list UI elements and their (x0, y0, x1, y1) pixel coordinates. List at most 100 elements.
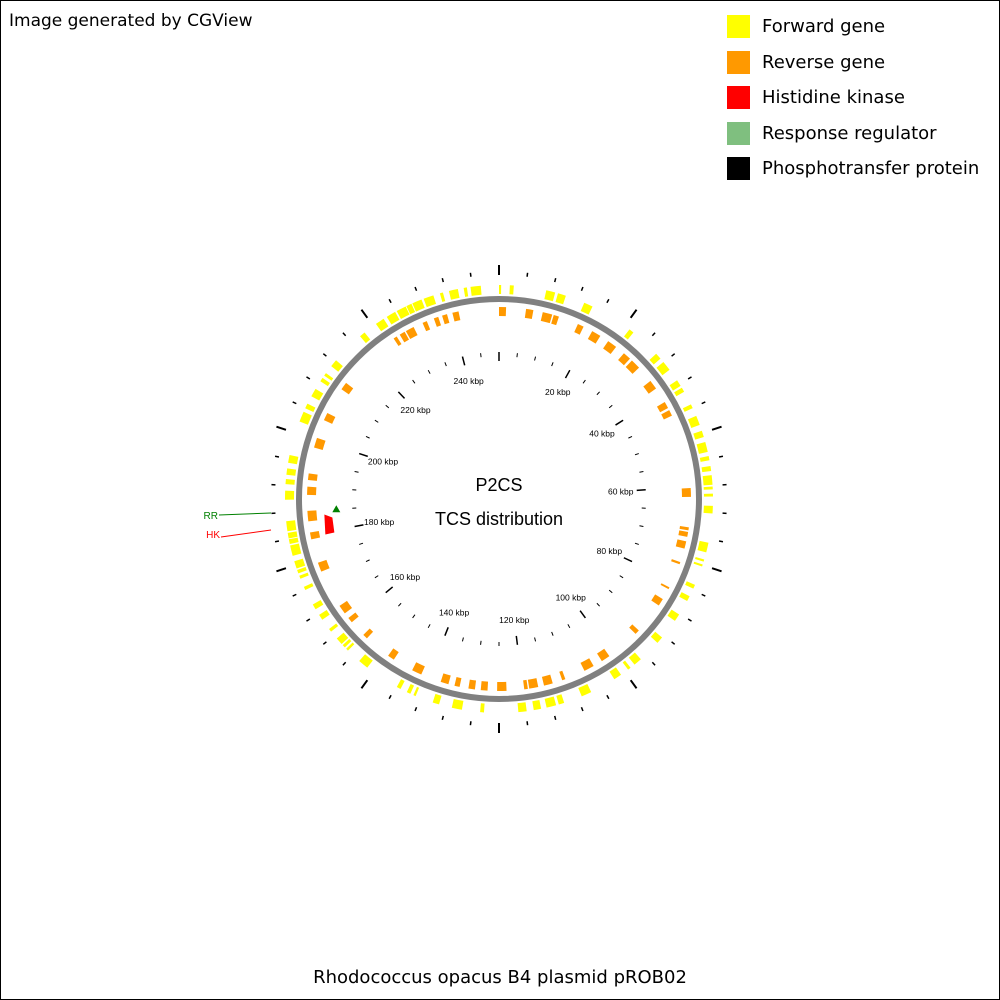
reverse-gene (499, 307, 507, 317)
ruler-tick (596, 391, 600, 396)
forward-gene (299, 572, 309, 579)
forward-gene (696, 441, 708, 454)
kbp-tick-labels: 20 kbp 40 kbp 60 kbp 80 kbp 100 kbp 120 … (364, 376, 634, 625)
reverse-gene (422, 321, 431, 332)
forward-gene-track (285, 285, 713, 713)
forward-gene (544, 290, 556, 302)
reverse-gene (480, 681, 489, 691)
forward-gene (303, 583, 314, 590)
map-center-title: P2CS (475, 475, 522, 495)
outer-tick (651, 332, 656, 337)
outer-tick (469, 721, 472, 726)
legend-item-forward-gene: Forward gene (727, 9, 997, 45)
ruler-tick (412, 379, 416, 384)
outer-tick (651, 661, 656, 666)
reverse-gene (660, 583, 670, 590)
forward-gene (413, 686, 420, 697)
reverse-gene (348, 612, 359, 623)
forward-gene (609, 667, 622, 680)
outer-tick (606, 298, 610, 304)
tick-label-60: 60 kbp (608, 486, 634, 496)
ruler-tick (365, 435, 370, 439)
forward-gene (695, 556, 705, 562)
tick-label-40: 40 kbp (589, 429, 615, 439)
outer-tick (306, 618, 311, 622)
reverse-gene (452, 311, 461, 322)
forward-gene (290, 543, 302, 556)
forward-gene (679, 592, 690, 601)
outer-tick (414, 706, 418, 712)
reverse-gene (307, 486, 317, 496)
reverse-gene (440, 673, 451, 685)
outer-tick (441, 277, 445, 283)
outer-tick (580, 286, 584, 292)
forward-gene (703, 493, 713, 497)
hk-leader-line (220, 529, 272, 538)
ruler-tick (385, 586, 394, 594)
legend-label: Reverse gene (762, 51, 886, 73)
forward-gene (667, 609, 680, 621)
outer-tick (274, 540, 280, 543)
forward-gene (288, 537, 299, 545)
ruler-tick (582, 379, 586, 384)
forward-gene (687, 415, 700, 428)
forward-gene (406, 303, 416, 315)
forward-gene (701, 466, 712, 473)
tcs-feature-track (324, 505, 341, 535)
ruler-tick (374, 419, 379, 423)
forward-gene (432, 693, 442, 705)
forward-gene (412, 299, 425, 312)
forward-gene (517, 702, 527, 713)
forward-gene (656, 361, 670, 376)
reverse-gene (661, 410, 672, 420)
histidine-kinase-feature (324, 514, 335, 535)
outer-tick (718, 455, 724, 458)
generator-credit: Image generated by CGView (9, 11, 253, 31)
forward-gene (509, 285, 514, 295)
reverse-gene (671, 559, 681, 565)
reverse-gene (433, 316, 442, 327)
reverse-gene (307, 510, 318, 522)
ruler-tick (619, 575, 624, 579)
reverse-gene (678, 530, 689, 537)
ruler-tick (461, 637, 464, 642)
forward-gene (674, 387, 685, 397)
rr-feature-label: RR (204, 511, 218, 522)
legend-label: Phosphotransfer protein (762, 158, 980, 180)
reverse-gene (559, 670, 566, 681)
reverse-gene (541, 674, 553, 686)
outer-tick (276, 567, 287, 573)
forward-gene (555, 293, 566, 305)
legend-swatch-histidine-kinase (727, 86, 750, 110)
ruler-tick (551, 362, 554, 367)
outer-tick (629, 309, 638, 319)
ruler-tick (615, 419, 624, 426)
reverse-gene (681, 487, 691, 497)
outer-tick (711, 567, 722, 573)
tick-label-120: 120 kbp (499, 615, 530, 625)
forward-gene (622, 660, 631, 670)
forward-gene (329, 623, 339, 632)
reverse-gene (314, 437, 326, 450)
ruler-tick (427, 369, 431, 374)
forward-gene (580, 302, 593, 315)
ruler-tick (427, 624, 431, 629)
forward-gene (499, 285, 502, 295)
tick-label-20: 20 kbp (545, 387, 571, 397)
ruler-tick (412, 614, 416, 619)
legend-swatch-phosphotransfer-protein (727, 157, 750, 181)
reverse-gene (580, 658, 594, 671)
backbone-circle (296, 296, 702, 702)
outer-tick (342, 661, 347, 666)
reverse-gene (625, 360, 640, 374)
reverse-gene (618, 353, 631, 366)
outer-tick (526, 721, 529, 726)
ruler-tick (444, 627, 449, 636)
ruler-tick (397, 391, 406, 399)
ruler-tick (365, 559, 370, 563)
outer-tick (687, 618, 692, 622)
ruler-tick (480, 640, 482, 645)
forward-gene (703, 486, 713, 490)
legend-item-phosphotransfer-protein: Phosphotransfer protein (727, 151, 997, 187)
